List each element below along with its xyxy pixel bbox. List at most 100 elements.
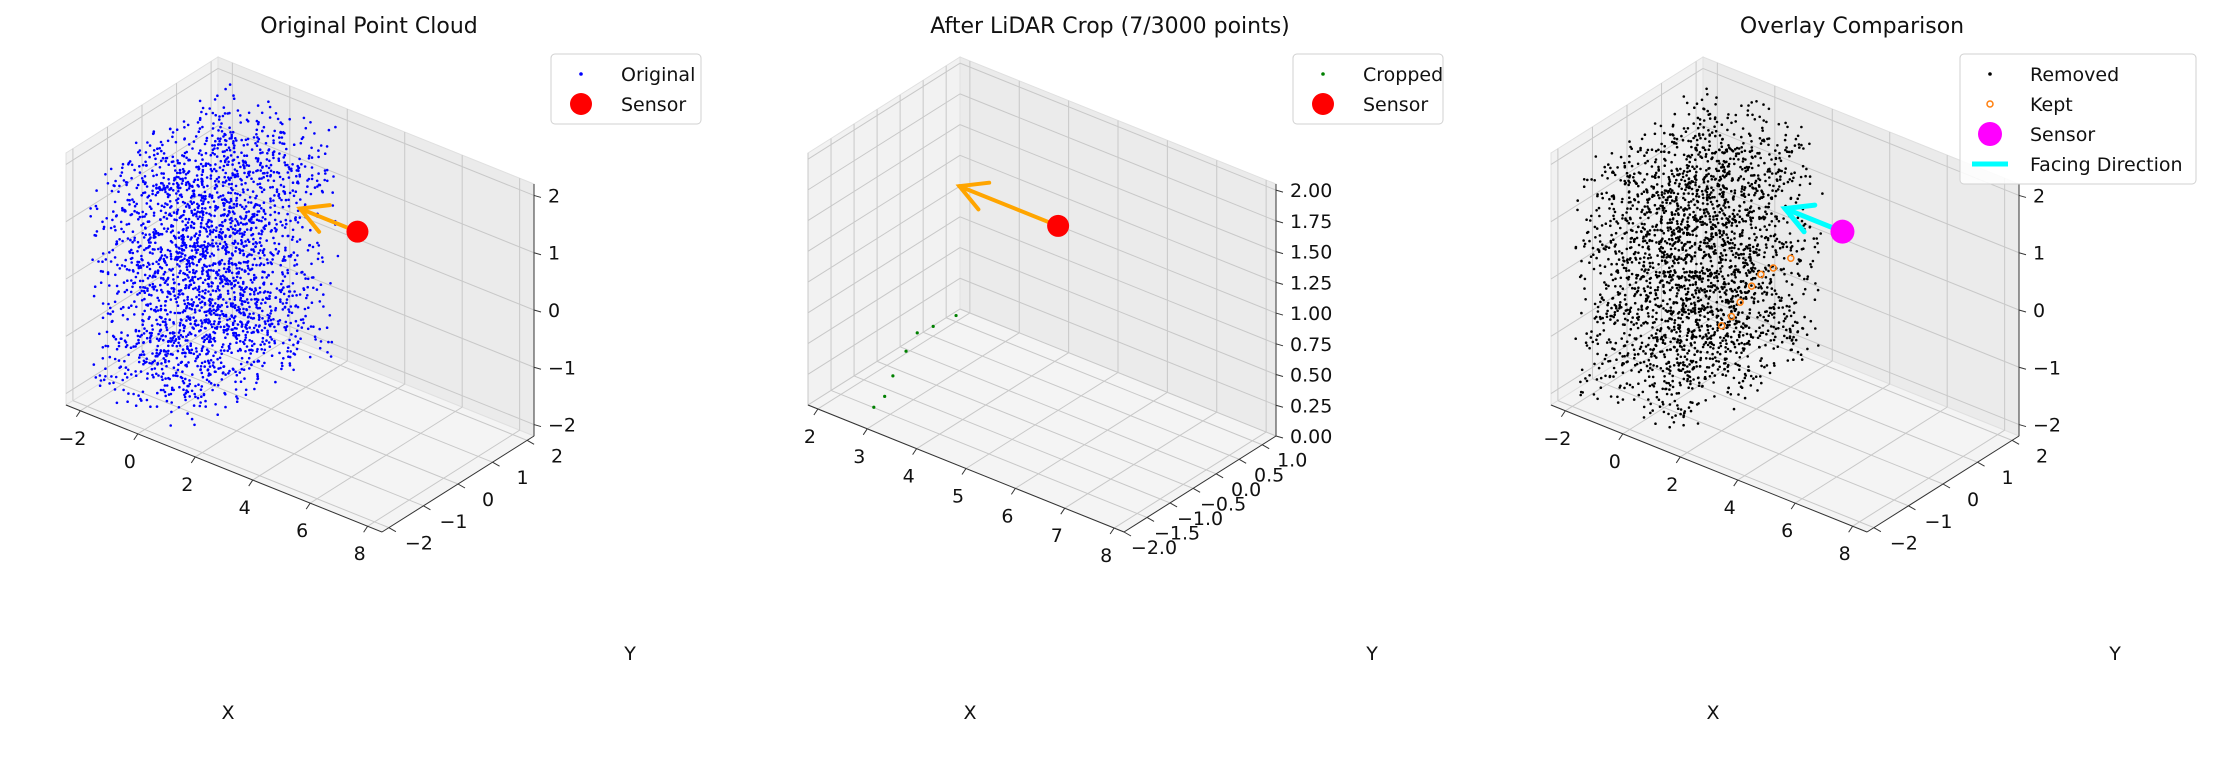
cloud-point	[196, 244, 199, 247]
cloud-point	[1691, 293, 1694, 297]
cloud-point	[1596, 397, 1599, 401]
cloud-point	[255, 381, 258, 385]
cloud-point	[1672, 232, 1676, 235]
cloud-point	[1713, 331, 1717, 334]
cloud-point	[166, 277, 169, 281]
cloud-point	[317, 252, 321, 255]
cloud-point	[1681, 175, 1685, 179]
cloud-point	[130, 163, 134, 167]
cloud-point	[248, 326, 251, 329]
cloud-point	[167, 182, 171, 185]
cloud-point	[211, 263, 214, 267]
z-tick-mark	[1275, 312, 1284, 316]
cloud-point	[1673, 153, 1677, 157]
cloud-point	[285, 298, 289, 301]
cloud-point	[141, 390, 145, 394]
cloud-point	[108, 355, 112, 359]
grid-line	[65, 297, 219, 394]
cloud-point	[236, 281, 240, 285]
cloud-point	[1621, 323, 1625, 326]
cloud-point	[1814, 282, 1817, 285]
cloud-point	[211, 111, 215, 115]
cloud-point	[287, 295, 291, 298]
cloud-point	[1658, 405, 1662, 409]
cloud-point	[1648, 281, 1652, 285]
grid-line	[1592, 378, 1909, 507]
cloud-point	[175, 128, 179, 131]
cloud-point	[166, 340, 170, 344]
cloud-point	[181, 252, 184, 256]
cloud-point	[228, 257, 231, 261]
cloud-point	[1741, 334, 1745, 337]
cloud-point	[218, 242, 222, 245]
grid-line	[922, 331, 1240, 460]
cloud-point	[283, 153, 287, 157]
cloud-point	[166, 227, 170, 230]
cloud-point	[248, 196, 252, 199]
cloud-point	[1655, 390, 1659, 394]
cloud-point	[234, 224, 237, 227]
cloud-point	[1660, 150, 1663, 154]
cloud-point	[1672, 259, 1675, 263]
cloud-point	[317, 172, 320, 175]
cloud-point	[1687, 349, 1691, 353]
cloud-point	[173, 311, 177, 315]
cloud-point	[1650, 239, 1654, 243]
cloud-point	[1794, 301, 1798, 304]
cloud-point	[152, 375, 155, 379]
grid-line	[959, 216, 1277, 345]
cloud-point	[1652, 336, 1655, 340]
cloud-point	[1724, 362, 1727, 365]
z-tick-mark	[533, 252, 542, 256]
cloud-point	[158, 188, 162, 192]
cloud-point	[252, 316, 256, 320]
cloud-point	[211, 304, 215, 308]
cloud-point	[1707, 366, 1711, 369]
cloud-point	[259, 161, 263, 165]
cloud-point	[1698, 122, 1702, 126]
cloud-point	[1752, 187, 1755, 190]
cloud-point	[204, 151, 208, 155]
cloud-point	[1750, 268, 1754, 272]
cloud-point	[1696, 116, 1700, 120]
cloud-point	[1706, 269, 1710, 273]
cloud-point	[196, 354, 199, 358]
cloud-point	[1723, 249, 1727, 252]
cloud-point	[217, 235, 221, 239]
grid-line	[217, 182, 535, 311]
cloud-point	[1724, 346, 1727, 349]
cloud-point	[219, 366, 222, 370]
cloud-point	[242, 163, 245, 167]
cloud-point	[1754, 155, 1757, 158]
cloud-point	[1654, 158, 1658, 161]
cloud-point	[1765, 228, 1768, 232]
cloud-point	[213, 187, 217, 190]
cloud-point	[171, 332, 175, 335]
cloud-point	[1642, 416, 1646, 419]
cloud-point	[186, 339, 189, 342]
cloud-point	[178, 161, 181, 165]
cloud-point	[1610, 195, 1614, 198]
cloud-point	[304, 314, 307, 318]
cloud-point	[200, 173, 204, 177]
cloud-point	[313, 186, 317, 189]
cloud-point	[208, 333, 212, 337]
cloud-point	[163, 254, 167, 257]
cloud-point	[287, 254, 291, 258]
cloud-point	[258, 241, 262, 244]
cloud-point	[114, 375, 118, 379]
cloud-point	[184, 351, 187, 355]
cloud-point	[1640, 324, 1643, 327]
cloud-point	[140, 177, 144, 180]
cloud-point	[175, 192, 178, 195]
cloud-point	[208, 264, 211, 268]
cloud-point	[1777, 122, 1781, 126]
cloud-point	[1668, 226, 1672, 229]
cloud-point	[239, 320, 242, 324]
cloud-point	[1654, 336, 1657, 339]
cloud-point	[202, 200, 205, 203]
cloud-point	[1632, 240, 1636, 243]
cloud-point	[272, 236, 275, 240]
x-tick-mark	[1109, 527, 1115, 535]
cloud-point	[1770, 313, 1774, 316]
